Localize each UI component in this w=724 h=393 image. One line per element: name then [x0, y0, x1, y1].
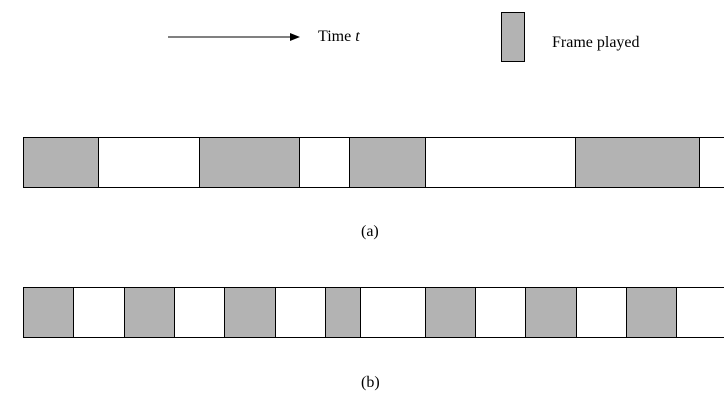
frame-legend-swatch — [501, 12, 525, 62]
caption-b: (b) — [361, 374, 380, 391]
played-frame-a-6 — [576, 138, 700, 187]
gap-a-5 — [426, 138, 576, 187]
played-frame-a-2 — [200, 138, 300, 187]
played-frame-b-6 — [326, 288, 361, 337]
gap-b-5 — [276, 288, 326, 337]
played-frame-b-4 — [225, 288, 276, 337]
played-frame-b-2 — [125, 288, 175, 337]
playback-strip-a — [23, 137, 724, 188]
gap-b-13 — [677, 288, 720, 337]
gap-a-7 — [700, 138, 720, 187]
gap-a-1 — [99, 138, 200, 187]
gap-b-9 — [476, 288, 526, 337]
frame-legend-label: Frame played — [552, 34, 640, 51]
time-variable: t — [355, 28, 360, 45]
played-frame-b-8 — [426, 288, 476, 337]
played-frame-b-0 — [24, 288, 74, 337]
playback-strip-b — [23, 287, 724, 338]
gap-b-3 — [175, 288, 225, 337]
caption-a: (a) — [361, 223, 379, 240]
played-frame-a-4 — [350, 138, 426, 187]
played-frame-b-12 — [627, 288, 677, 337]
gap-b-11 — [577, 288, 627, 337]
time-label-text: Time — [318, 28, 352, 45]
gap-b-7 — [361, 288, 426, 337]
time-arrow — [168, 33, 300, 41]
played-frame-a-0 — [24, 138, 99, 187]
time-label: Time t — [318, 29, 360, 45]
gap-b-1 — [74, 288, 125, 337]
played-frame-b-10 — [526, 288, 577, 337]
gap-a-3 — [300, 138, 350, 187]
